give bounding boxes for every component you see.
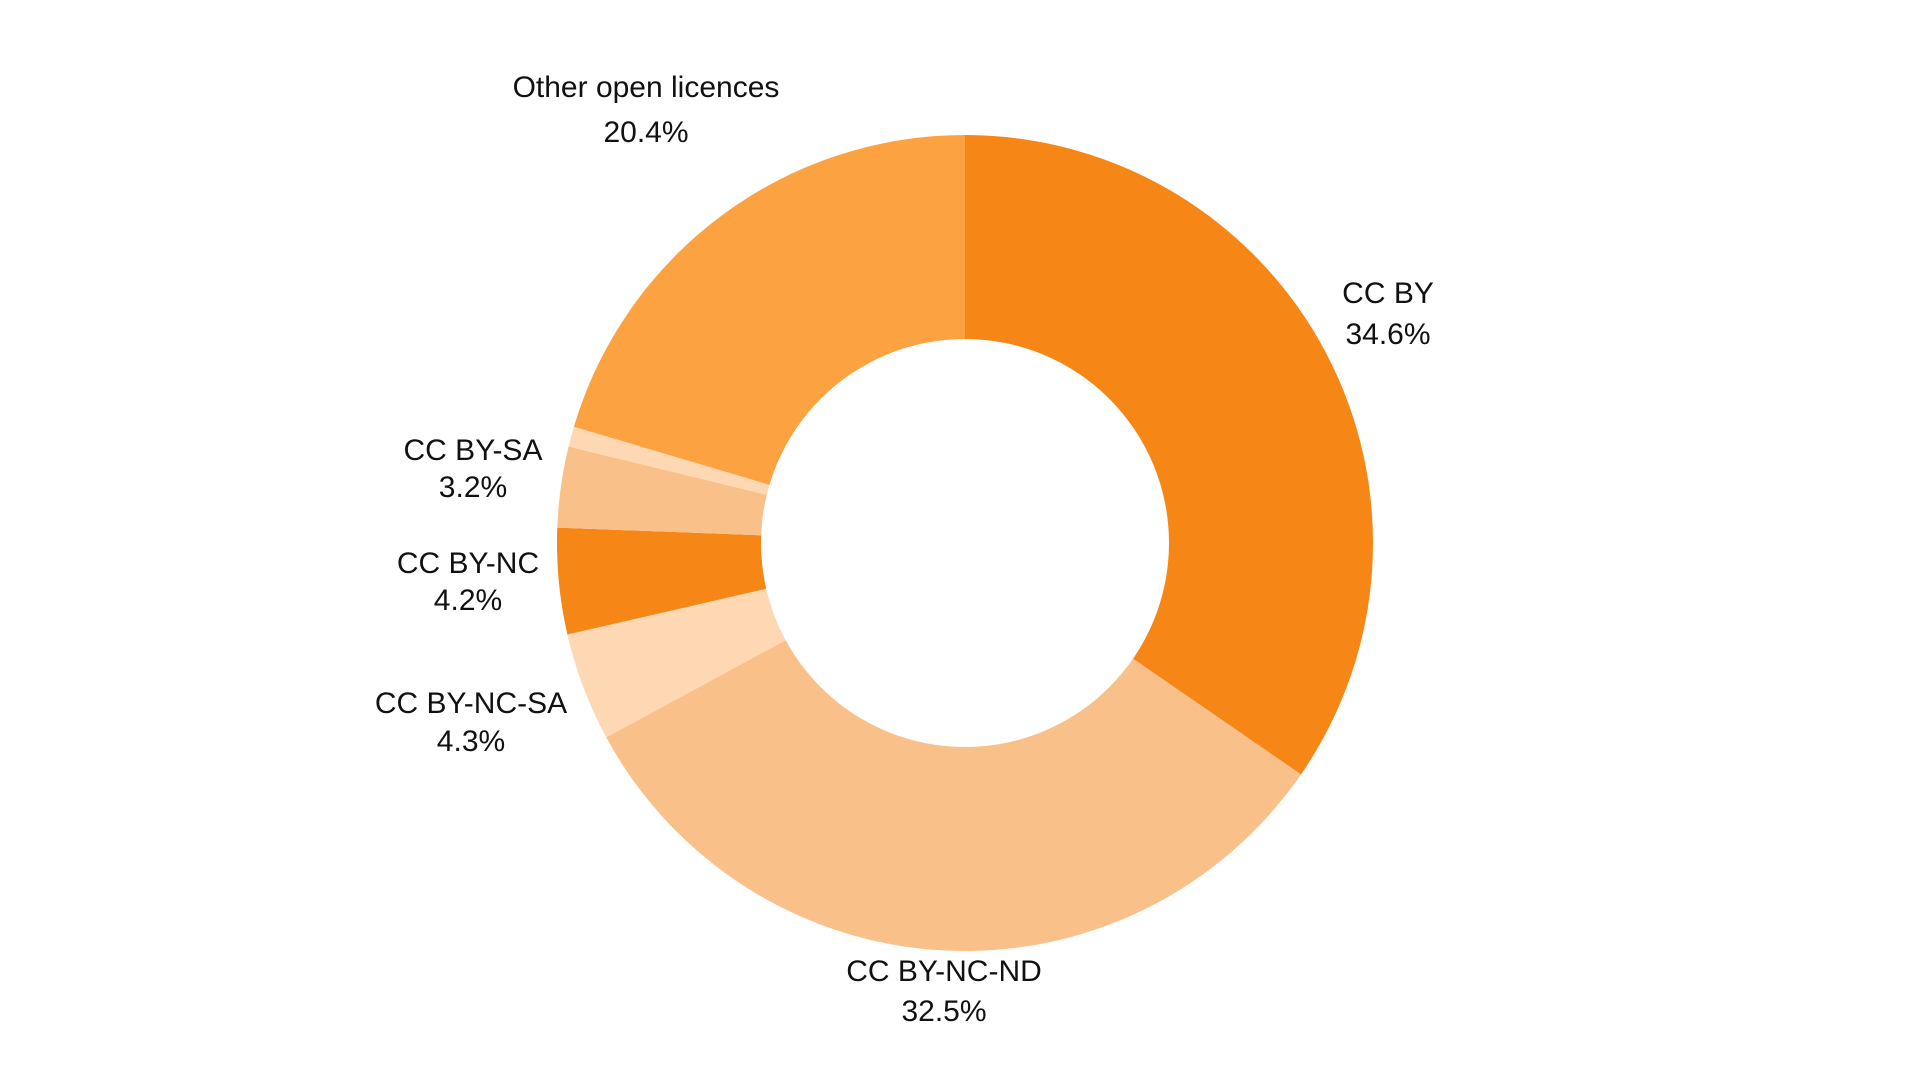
slice-value-cc-by-sa: 3.2% [439,471,507,504]
slice-value-cc-by: 34.6% [1345,318,1430,351]
slice-label-cc-by-nc-sa: CC BY-NC-SA [375,687,567,720]
slice-cc-by [965,135,1374,775]
slice-label-cc-by-nc-nd: CC BY-NC-ND [846,955,1042,988]
slice-value-other-open-licences: 20.4% [603,116,688,149]
slice-label-cc-by: CC BY [1342,277,1434,310]
slice-label-cc-by-nc: CC BY-NC [397,547,539,580]
donut-hole [761,339,1169,747]
slice-cc-by-nc-nd [606,543,1301,952]
slice-label-other-open-licences: Other open licences [513,71,780,104]
labels-layer: CC BY 34.6% CC BY-NC-ND 32.5% CC BY-NC-SA 4.3… [375,71,1434,1028]
slice-value-cc-by-nc: 4.2% [434,584,502,617]
slice-label-cc-by-sa: CC BY-SA [404,434,543,467]
slice-value-cc-by-nc-nd: 32.5% [901,995,986,1028]
slice-value-cc-by-nc-sa: 4.3% [437,725,505,758]
